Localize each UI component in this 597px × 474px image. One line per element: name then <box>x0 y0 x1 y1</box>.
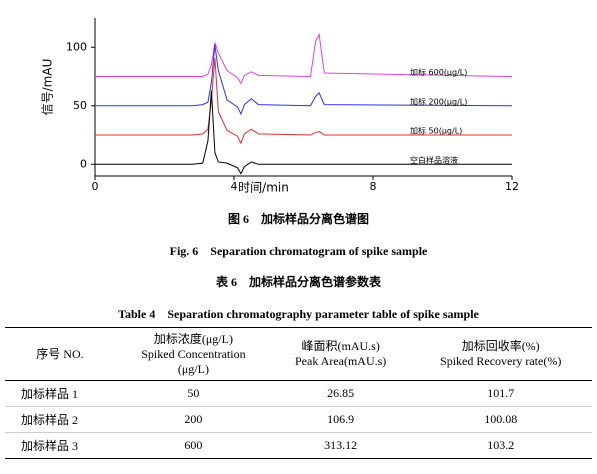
table-cell: 100.08 <box>409 406 592 433</box>
header-text: 加标回收率(%) <box>461 339 540 353</box>
header-text: 加标浓度(μg/L) <box>153 331 233 346</box>
series-label: 加标 200(μg/L) <box>410 96 467 106</box>
series-label: 加标 50(μg/L) <box>410 126 462 136</box>
header-row: 序号 NO. 加标浓度(μg/L) Spiked Concentration (μg/… <box>5 327 592 381</box>
table-cell: 50 <box>114 380 272 407</box>
y-tick-label: 50 <box>73 99 87 112</box>
table-row: 加标样品 2 200 106.9 100.08 <box>5 406 592 433</box>
y-tick-label: 100 <box>66 40 87 53</box>
figure-caption-en: Fig. 6 Separation chromatogram of spike … <box>169 244 428 258</box>
y-axis-label: 信号/mAU <box>41 59 55 116</box>
figure-caption-cn: 图 6 加标样品分离色谱图 <box>227 212 369 226</box>
header-text: 序号 NO. <box>36 346 84 361</box>
table-cell: 600 <box>114 432 272 459</box>
series-label: 空白样品溶液 <box>410 155 458 165</box>
x-tick-label: 8 <box>370 180 377 193</box>
series-label: 加标 600(μg/L) <box>410 67 467 77</box>
table-cell: 313.12 <box>271 432 410 459</box>
series-line <box>95 32 513 85</box>
table-row: 加标样品 3 600 313.12 103.2 <box>5 432 592 459</box>
header-text: (μg/L) <box>177 361 209 376</box>
table-cell: 103.2 <box>409 432 592 459</box>
data-table: 序号 NO. 加标浓度(μg/L) Spiked Concentration (μg/… <box>5 327 592 459</box>
series-line <box>95 57 512 145</box>
table-cell: 200 <box>114 406 272 433</box>
x-tick-label: 4 <box>231 180 238 193</box>
header-cell: 峰面积(mAU.s) Peak Area(mAU.s) <box>271 327 410 381</box>
header-cell: 加标回收率(%) Spiked Recovery rate(%) <box>409 327 592 381</box>
header-cell: 加标浓度(μg/L) Spiked Concentration (μg/L) <box>114 327 272 381</box>
x-axis-label: 时间/min <box>238 181 289 195</box>
table-cell: 101.7 <box>409 380 592 407</box>
table-cell: 加标样品 2 <box>5 406 115 433</box>
table-caption-cn: 表 6 加标样品分离色谱参数表 <box>215 275 381 289</box>
header-text: 峰面积(mAU.s) <box>301 339 380 353</box>
header-text: Spiked Concentration <box>141 346 246 361</box>
x-tick-label: 0 <box>92 180 99 193</box>
chart: 0 50 100 0 4 8 12 时间/min 信号/mAU 加标 600(μg/L) 加标 20… <box>41 18 519 195</box>
table-caption-en: Table 4 Separation chromatography parame… <box>118 307 479 321</box>
table-cell: 加标样品 3 <box>5 432 115 459</box>
y-tick-label: 0 <box>80 157 87 170</box>
header-text: Peak Area(mAU.s) <box>295 354 387 368</box>
series-line <box>95 44 513 116</box>
header-text: Spiked Recovery rate(%) <box>440 354 562 368</box>
table-cell: 加标样品 1 <box>5 380 115 407</box>
x-tick-label: 12 <box>505 180 519 193</box>
table-cell: 106.9 <box>271 406 410 433</box>
table-row: 加标样品 1 50 26.85 101.7 <box>5 380 592 407</box>
header-cell: 序号 NO. <box>5 327 115 381</box>
table-cell: 26.85 <box>271 380 410 407</box>
series-line <box>95 90 512 175</box>
